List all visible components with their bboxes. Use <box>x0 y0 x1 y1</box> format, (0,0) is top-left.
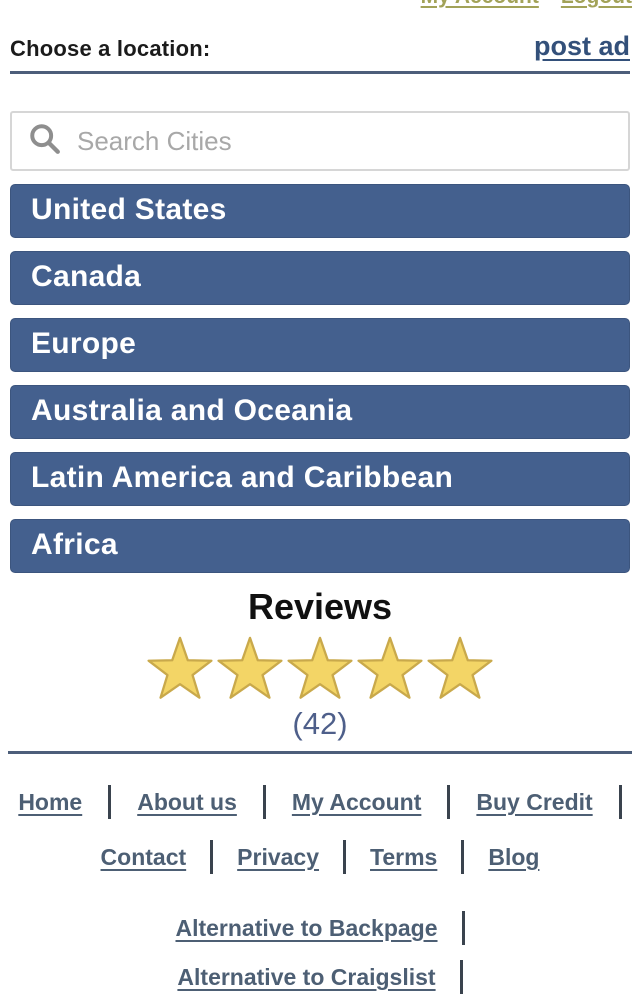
footer-link-my-account[interactable]: My Account <box>291 788 422 815</box>
main-content: Choose a location: post ad United States… <box>10 0 630 742</box>
location-button-united-states[interactable]: United States <box>10 184 630 238</box>
footer-links-row-3: Alternative to Backpage <box>0 911 640 945</box>
separator <box>447 785 451 819</box>
footer-links-row-1: Home About us My Account Buy Credit <box>0 785 640 819</box>
footer-link-about-us[interactable]: About us <box>137 788 237 815</box>
location-button-australia-oceania[interactable]: Australia and Oceania <box>10 385 630 439</box>
my-account-link-top[interactable]: My Account <box>421 0 539 9</box>
separator <box>461 911 465 945</box>
footer-links-row-4-clipped: Alternative to Craigslist <box>0 960 640 994</box>
location-button-latin-america-caribbean[interactable]: Latin America and Caribbean <box>10 452 630 506</box>
star-icon <box>147 636 213 699</box>
footer-divider <box>8 751 632 754</box>
reviews-heading: Reviews <box>247 586 393 627</box>
footer-link-blog[interactable]: Blog <box>488 843 540 870</box>
separator <box>459 960 463 994</box>
footer-link-alternative-to-backpage[interactable]: Alternative to Backpage <box>175 914 438 941</box>
footer-link-privacy[interactable]: Privacy <box>237 843 320 870</box>
location-button-africa[interactable]: Africa <box>10 519 630 573</box>
star-icon <box>357 636 423 699</box>
separator <box>461 840 465 874</box>
city-search-box[interactable] <box>10 111 630 171</box>
search-icon <box>28 122 62 161</box>
separator <box>618 785 622 819</box>
search-input[interactable] <box>75 113 614 169</box>
separator <box>108 785 112 819</box>
location-button-europe[interactable]: Europe <box>10 318 630 372</box>
post-ad-link[interactable]: post ad <box>533 31 630 61</box>
page-header: Choose a location: post ad <box>10 0 630 62</box>
star-icon <box>217 636 283 699</box>
footer: Home About us My Account Buy Credit Cont… <box>0 785 640 994</box>
reviews-section: Reviews (42) <box>10 586 630 742</box>
footer-link-home[interactable]: Home <box>18 788 83 815</box>
footer-links-row-2: Contact Privacy Terms Blog <box>0 840 640 874</box>
header-divider <box>10 71 630 74</box>
star-icon <box>287 636 353 699</box>
logout-link[interactable]: Logout <box>561 0 632 9</box>
footer-link-alternative-to-craigslist[interactable]: Alternative to Craigslist <box>177 963 436 990</box>
separator <box>343 840 347 874</box>
page-title: Choose a location: <box>10 36 211 61</box>
star-rating <box>10 633 630 705</box>
footer-link-contact[interactable]: Contact <box>100 843 187 870</box>
star-icon <box>427 636 493 699</box>
separator <box>210 840 214 874</box>
account-nav: My Account Logout <box>421 0 632 9</box>
review-count: (42) <box>292 706 348 741</box>
location-button-canada[interactable]: Canada <box>10 251 630 305</box>
separator <box>262 785 266 819</box>
footer-link-buy-credit[interactable]: Buy Credit <box>476 788 593 815</box>
footer-link-terms[interactable]: Terms <box>370 843 438 870</box>
